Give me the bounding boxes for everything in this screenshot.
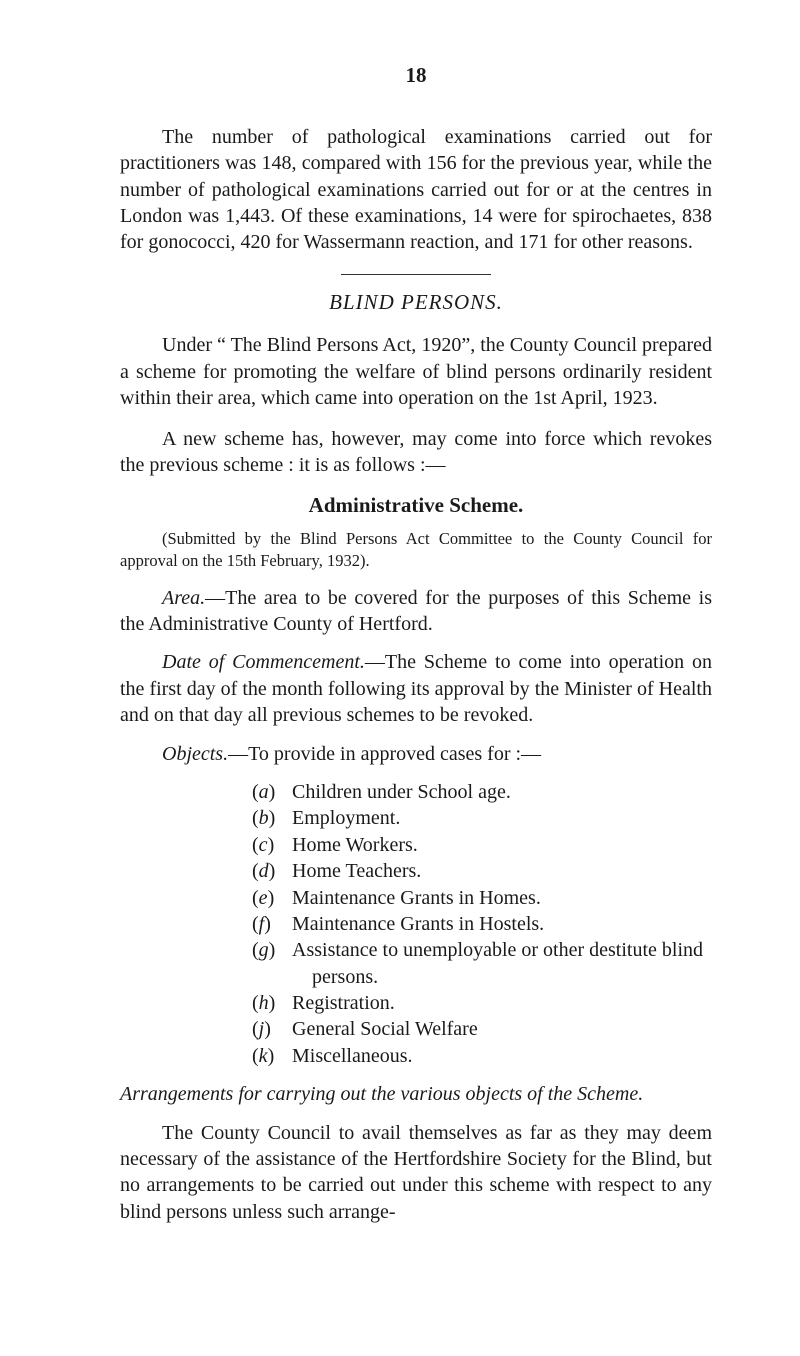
item-text: persons. [292,964,712,990]
area-label: Area. [162,587,205,609]
item-label: (e) [252,885,292,911]
area-text: —The area to be covered for the purposes… [120,587,712,635]
date-label: Date of Commencement. [162,651,365,673]
item-label: (f) [252,911,292,937]
objects-lead-text: —To provide in approved cases for :— [228,743,541,765]
paragraph-new-scheme: A new scheme has, however, may come into… [120,426,712,479]
list-item: persons. [120,964,712,990]
page-number: 18 [120,62,712,90]
submission-note: (Submitted by the Blind Persons Act Comm… [120,528,712,573]
section-title-blind-persons: BLIND PERSONS. [120,289,712,317]
area-paragraph: Area.—The area to be covered for the pur… [120,585,712,638]
item-label: (d) [252,858,292,884]
list-item: (d) Home Teachers. [120,858,712,884]
list-item: (e) Maintenance Grants in Homes. [120,885,712,911]
item-label: (c) [252,832,292,858]
paragraph-intro: The number of pathological examinations … [120,124,712,256]
item-text: Assistance to unemployable or other dest… [292,937,712,963]
item-text: Miscellaneous. [292,1043,712,1069]
list-item: ((a)a) Children under School age. [120,779,712,805]
item-label: (j) [252,1016,292,1042]
list-item: (h) Registration. [120,990,712,1016]
item-label: (b) [252,805,292,831]
date-paragraph: Date of Commencement.—The Scheme to come… [120,649,712,728]
item-text: Maintenance Grants in Homes. [292,885,712,911]
paragraph-arrangements: The County Council to avail themselves a… [120,1120,712,1226]
item-label: (g) [252,937,292,963]
objects-block: Objects.—To provide in approved cases fo… [120,741,712,1070]
list-item: (b) Employment. [120,805,712,831]
item-label [252,964,292,990]
list-item: (f) Maintenance Grants in Hostels. [120,911,712,937]
divider [341,274,491,275]
list-item: (c) Home Workers. [120,832,712,858]
item-text: Employment. [292,805,712,831]
arrangements-title: Arrangements for carrying out the variou… [120,1081,712,1107]
item-text: Home Workers. [292,832,712,858]
list-item: (j) General Social Welfare [120,1016,712,1042]
list-item: (k) Miscellaneous. [120,1043,712,1069]
objects-label: Objects. [162,743,228,765]
item-text: Home Teachers. [292,858,712,884]
document-page: 18 The number of pathological examinatio… [0,0,800,1356]
item-label: ((a)a) [252,779,292,805]
list-item: (g) Assistance to unemployable or other … [120,937,712,963]
item-label: (h) [252,990,292,1016]
item-text: General Social Welfare [292,1016,712,1042]
item-text: Maintenance Grants in Hostels. [292,911,712,937]
item-label: (k) [252,1043,292,1069]
subheading-admin-scheme: Administrative Scheme. [120,492,712,520]
paragraph-act: Under “ The Blind Persons Act, 1920”, th… [120,332,712,411]
objects-lead-line: Objects.—To provide in approved cases fo… [120,741,712,767]
item-text: Registration. [292,990,712,1016]
item-text: Children under School age. [292,779,712,805]
